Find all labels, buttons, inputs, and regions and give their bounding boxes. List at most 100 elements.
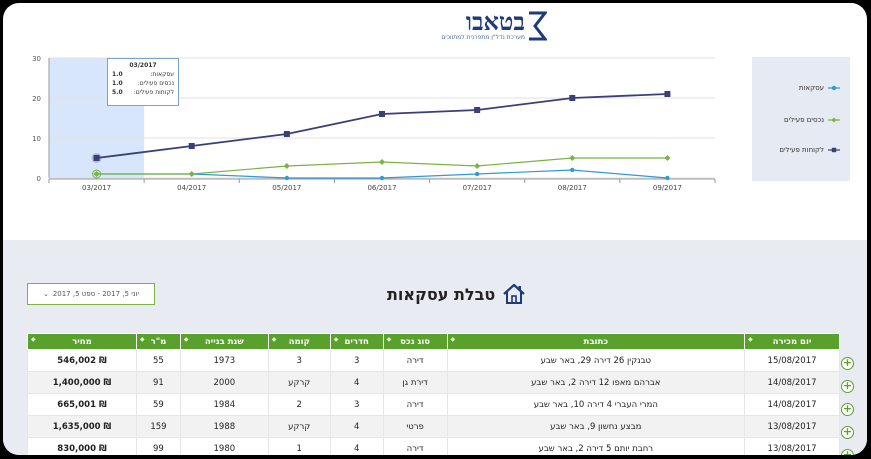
expand-row-button[interactable]: + xyxy=(841,356,854,370)
tooltip-label: לקוחות פעילים: xyxy=(133,89,174,96)
y-tick-label: 0 xyxy=(37,175,41,183)
tooltip-value: 5.0 xyxy=(112,89,123,96)
cell-sale-date: 13/08/2017 xyxy=(744,415,840,438)
x-tick-label: 06/2017 xyxy=(367,184,396,192)
section-title: טבלת עסקאות xyxy=(387,282,527,306)
cell-sqm: 91 xyxy=(135,371,181,394)
logo-name: בטאבו xyxy=(465,7,525,36)
cell-rooms: 4 xyxy=(329,437,384,455)
column-header-asset-type[interactable]: סוג נכס ◆ xyxy=(382,333,448,350)
legend-circle-icon xyxy=(828,85,840,91)
tooltip-label: עסקאות: xyxy=(150,71,174,78)
expand-row-button[interactable]: + xyxy=(841,379,854,393)
data-point xyxy=(188,143,195,149)
cell-asset-type: פרטי xyxy=(382,415,448,438)
cell-build-year: 2000 xyxy=(179,371,269,394)
sort-icon: ◆ xyxy=(31,336,36,343)
data-point xyxy=(379,111,385,117)
data-point xyxy=(283,131,290,137)
cell-price: 665,001 ₪ xyxy=(27,393,137,416)
column-header-floor[interactable]: קומה ◆ xyxy=(267,333,331,350)
y-tick-label: 30 xyxy=(32,55,41,63)
data-point xyxy=(283,163,290,169)
column-header-sqm[interactable]: מ"ר ◆ xyxy=(135,333,181,350)
legend-item-active-clients[interactable]: לקוחות פעילים xyxy=(779,145,840,155)
chart-tooltip: 03/2017 עסקאות: 1.0 נכסים פעילים: 1.0 לק… xyxy=(107,58,179,106)
table-row[interactable]: 14/08/2017 אברהם מאפו 12 דירה 2, באר שבע ד… xyxy=(27,371,840,394)
sort-icon: ◆ xyxy=(748,336,753,343)
column-header-build-year[interactable]: שנת בנייה ◆ xyxy=(179,333,269,350)
cell-sqm: 159 xyxy=(135,415,181,438)
column-header-rooms[interactable]: חדרים ◆ xyxy=(329,333,384,350)
sort-icon: ◆ xyxy=(450,336,456,343)
legend-item-active-assets[interactable]: נכסים פעילים xyxy=(784,115,840,125)
cell-address: אברהם מאפו 12 דירה 2, באר שבע xyxy=(446,371,746,394)
cell-asset-type: דירה xyxy=(382,393,448,416)
table-row[interactable]: 13/08/2017 מבצע נחשון 9, באר שבע פרטי 4 קרקע… xyxy=(27,415,840,438)
sort-icon: ◆ xyxy=(333,336,339,343)
data-point xyxy=(474,163,481,169)
table-row[interactable]: 14/08/2017 המרי העברי 4 דירה 10, באר שבע ד… xyxy=(27,393,840,416)
cell-build-year: 1973 xyxy=(179,349,269,372)
cell-build-year: 1988 xyxy=(179,415,269,438)
data-point xyxy=(93,171,100,177)
x-tick-label: 08/2017 xyxy=(558,184,587,192)
cell-sqm: 99 xyxy=(135,437,181,455)
legend-label: לקוחות פעילים xyxy=(779,146,824,154)
legend-item-deals[interactable]: עסקאות xyxy=(799,83,840,93)
cell-floor: 2 xyxy=(267,393,331,416)
activity-line-chart: 0 10 20 30 03/2017 04/2017 05/2017 06/2017 07/20… xyxy=(32,55,716,192)
x-tick-label: 03/2017 xyxy=(82,184,111,192)
x-tick-label: 09/2017 xyxy=(653,184,682,192)
data-point xyxy=(474,171,480,177)
expand-row-button[interactable]: + xyxy=(841,449,854,455)
cell-sale-date: 14/08/2017 xyxy=(744,371,840,394)
column-header-sale-date[interactable]: יום מכירה ◆ xyxy=(744,333,840,350)
cell-asset-type: דירת גן xyxy=(382,371,448,394)
logo-tagline: מערכת נדל"ן מתפרנית למתווכים xyxy=(441,34,525,41)
data-point xyxy=(664,155,671,161)
column-header-address[interactable]: כתובת ◆ xyxy=(446,333,746,350)
cell-price: 1,400,000 ₪ xyxy=(27,371,137,394)
data-point xyxy=(379,159,385,165)
data-point xyxy=(188,171,195,177)
cell-rooms: 4 xyxy=(329,415,384,438)
series-line-2 xyxy=(96,93,668,159)
cell-rooms: 3 xyxy=(329,349,384,372)
chevron-down-icon: ⌄ xyxy=(42,290,49,298)
cell-asset-type: דירה xyxy=(382,437,448,455)
data-point xyxy=(664,91,671,97)
cell-address: המרי העברי 4 דירה 10, באר שבע xyxy=(446,393,746,416)
section-title-text: טבלת עסקאות xyxy=(387,284,496,304)
data-point xyxy=(570,167,575,173)
app-window: בטאבו מערכת נדל"ן מתפרנית למתווכים 0 10 20… xyxy=(3,3,867,455)
cell-rooms: 3 xyxy=(329,393,384,416)
date-range-select[interactable]: ⌄ יוני 5, 2017 - ספט 5, 2017 xyxy=(27,283,155,305)
house-icon xyxy=(503,283,525,304)
column-header-price[interactable]: מחיר ◆ xyxy=(27,333,137,350)
data-point xyxy=(93,155,100,161)
tooltip-label: נכסים פעילים: xyxy=(137,80,174,87)
deals-panel: ⌄ יוני 5, 2017 - ספט 5, 2017 טבלת עסקאות… xyxy=(3,240,867,455)
table-row[interactable]: 15/08/2017 טבנקין 26 דירה 29, באר שבע דירה… xyxy=(27,349,840,372)
legend-diamond-icon xyxy=(828,117,840,123)
cell-address: רחבת יותם 5 דירה 2, באר שבע xyxy=(446,437,746,455)
tooltip-header: 03/2017 xyxy=(129,62,157,69)
cell-floor: קרקע xyxy=(267,371,331,394)
deals-table: יום מכירה ◆ כתובת ◆ סוג נכס ◆ חדרים ◆ קומה ◆ … xyxy=(27,333,840,455)
cell-rooms: 4 xyxy=(329,371,384,394)
cell-address: מבצע נחשון 9, באר שבע xyxy=(446,415,746,438)
table-header-row: יום מכירה ◆ כתובת ◆ סוג נכס ◆ חדרים ◆ קומה ◆ … xyxy=(27,333,840,350)
cell-floor: 3 xyxy=(267,349,331,372)
expand-row-button[interactable]: + xyxy=(841,402,854,416)
cell-sale-date: 15/08/2017 xyxy=(744,349,840,372)
cell-address: טבנקין 26 דירה 29, באר שבע xyxy=(446,349,746,372)
data-point xyxy=(284,175,290,181)
x-tick-label: 05/2017 xyxy=(272,184,301,192)
cell-price: 1,635,000 ₪ xyxy=(27,415,137,438)
tooltip-row: נכסים פעילים: 1.0 xyxy=(112,79,174,88)
table-row[interactable]: 13/08/2017 רחבת יותם 5 דירה 2, באר שבע דיר… xyxy=(27,437,840,455)
x-tick-label: 04/2017 xyxy=(177,184,206,192)
cell-floor: קרקע xyxy=(267,415,331,438)
expand-row-button[interactable]: + xyxy=(841,425,854,439)
